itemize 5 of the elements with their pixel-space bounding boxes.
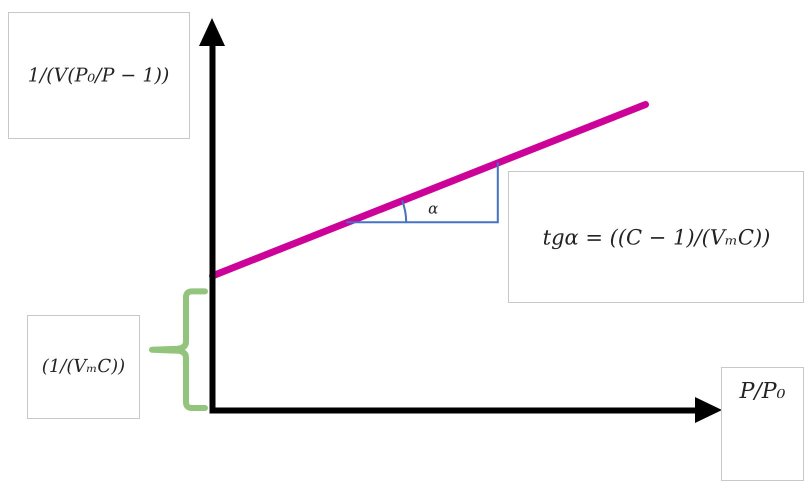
y-axis-title: 1/(V(P₀/P − 1)) — [28, 64, 170, 86]
annotation: tgα = ((C − 1)/(VₘC)) — [542, 226, 770, 250]
x-axis-title: P/P₀ — [738, 379, 786, 404]
annotation: (1/(VₘC)) — [42, 356, 126, 377]
annotation: α — [428, 199, 438, 218]
